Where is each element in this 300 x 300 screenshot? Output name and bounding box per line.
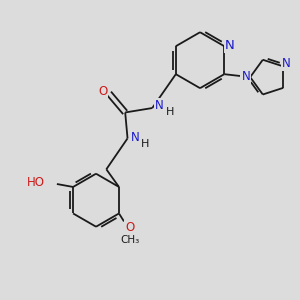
Text: N: N [242, 70, 250, 83]
Text: HO: HO [27, 176, 45, 189]
Text: H: H [141, 139, 149, 149]
Text: O: O [125, 221, 134, 234]
Text: N: N [155, 99, 164, 112]
Text: N: N [225, 39, 235, 52]
Text: N: N [130, 131, 139, 144]
Text: H: H [166, 106, 174, 117]
Text: O: O [98, 85, 107, 98]
Text: N: N [282, 57, 290, 70]
Text: CH₃: CH₃ [120, 235, 140, 245]
